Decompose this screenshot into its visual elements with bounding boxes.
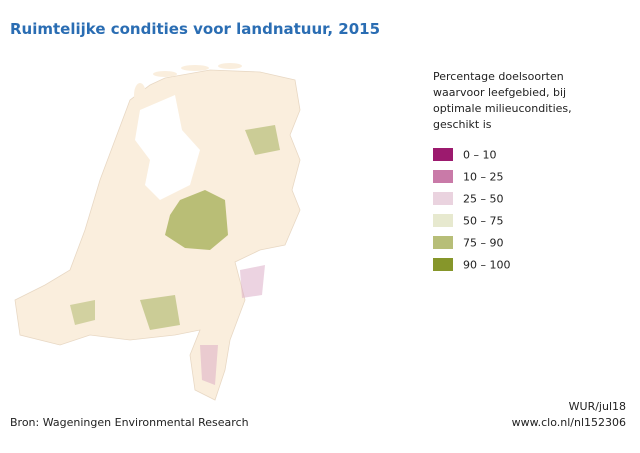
legend-swatch: [433, 258, 453, 271]
legend-swatch: [433, 236, 453, 249]
legend-label: 90 – 100: [463, 259, 511, 272]
island: [218, 63, 242, 69]
title: Ruimtelijke condities voor landnatuur, 2…: [10, 20, 380, 38]
legend-title: waarvoor leefgebied, bij: [433, 86, 566, 99]
legend-title: optimale milieucondities,: [433, 102, 572, 115]
legend-label: 0 – 10: [463, 149, 497, 162]
island: [134, 83, 146, 107]
green-patch: [245, 125, 280, 155]
legend-swatch: [433, 148, 453, 161]
ijsselmeer: [135, 95, 200, 200]
url: www.clo.nl/nl152306: [512, 416, 626, 429]
legend-swatch: [433, 214, 453, 227]
island: [181, 65, 209, 71]
legend: Percentage doelsoorten waarvoor leefgebie…: [433, 70, 572, 272]
legend-label: 25 – 50: [463, 193, 504, 206]
pink-patch: [200, 345, 218, 385]
legend-label: 75 – 90: [463, 237, 504, 250]
island: [153, 71, 177, 77]
credit: WUR/jul18: [569, 400, 626, 413]
legend-label: 50 – 75: [463, 215, 504, 228]
pink-patch: [240, 265, 265, 298]
legend-swatch: [433, 170, 453, 183]
legend-title: geschikt is: [433, 118, 492, 131]
legend-label: 10 – 25: [463, 171, 504, 184]
green-patch: [140, 295, 180, 330]
legend-title: Percentage doelsoorten: [433, 70, 564, 83]
map: [14, 63, 301, 401]
legend-swatch: [433, 192, 453, 205]
veluwe: [165, 190, 228, 250]
source: Bron: Wageningen Environmental Research: [10, 416, 249, 429]
green-patch: [70, 300, 95, 325]
